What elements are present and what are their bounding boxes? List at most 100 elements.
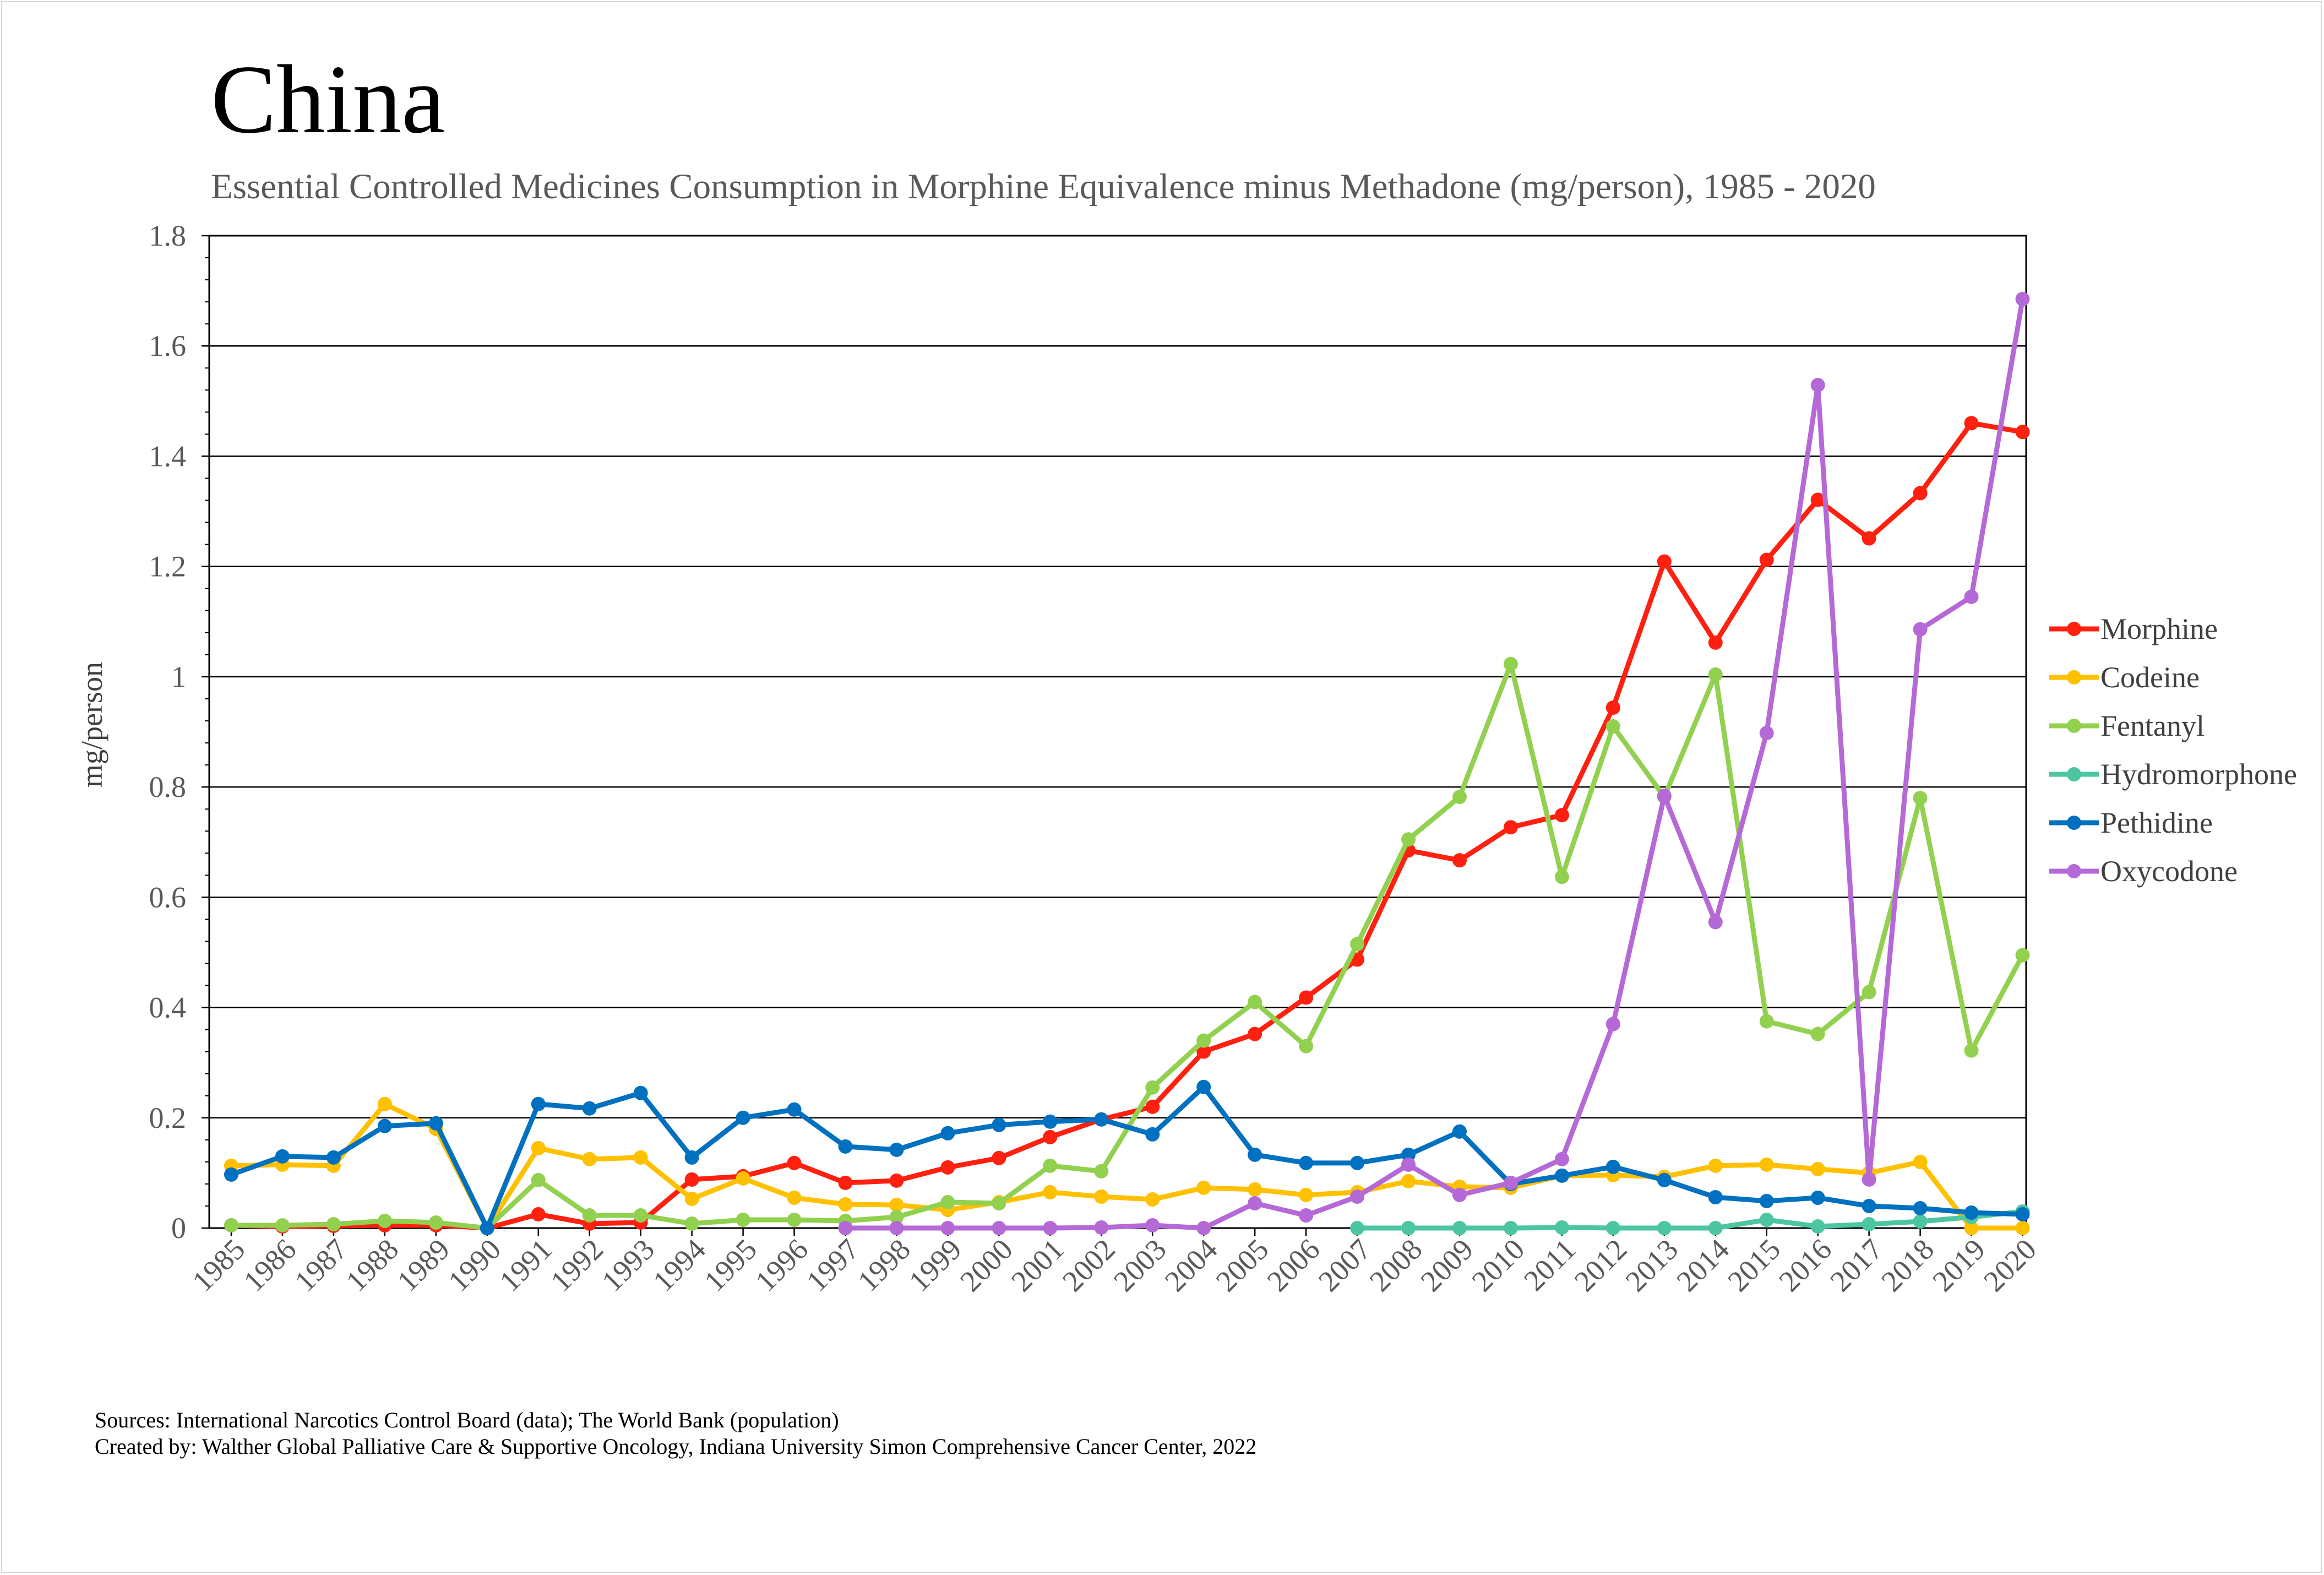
x-axis-ticks: 1985198619871988198919901991199219931994… bbox=[186, 1228, 2043, 1298]
data-point-pethidine bbox=[787, 1102, 802, 1117]
data-point-hydromorphone bbox=[1452, 1221, 1467, 1235]
data-point-codeine bbox=[1913, 1154, 1928, 1169]
data-point-pethidine bbox=[1350, 1155, 1365, 1170]
data-point-pethidine bbox=[633, 1085, 648, 1100]
data-point-pethidine bbox=[992, 1117, 1006, 1132]
data-point-hydromorphone bbox=[1862, 1216, 1876, 1231]
x-tick-label: 2015 bbox=[1721, 1232, 1787, 1298]
x-tick-label: 2020 bbox=[1977, 1232, 2043, 1298]
data-point-morphine bbox=[1605, 700, 1620, 715]
data-point-oxycodone bbox=[1248, 1196, 1262, 1210]
x-tick-label: 2008 bbox=[1363, 1232, 1429, 1298]
data-point-hydromorphone bbox=[1708, 1221, 1723, 1235]
data-point-codeine bbox=[2015, 1221, 2030, 1235]
data-point-morphine bbox=[1043, 1129, 1058, 1144]
x-tick-label: 1994 bbox=[646, 1232, 712, 1298]
created-by-note: Created by: Walther Global Palliative Ca… bbox=[95, 1434, 1256, 1459]
series-pethidine bbox=[224, 1079, 2030, 1235]
data-point-oxycodone bbox=[1554, 1152, 1569, 1166]
data-point-fentanyl bbox=[1196, 1033, 1211, 1048]
data-point-morphine bbox=[531, 1207, 546, 1221]
data-point-pethidine bbox=[736, 1110, 750, 1125]
x-tick-label: 2016 bbox=[1772, 1232, 1838, 1298]
data-point-fentanyl bbox=[1810, 1027, 1825, 1041]
data-point-fentanyl bbox=[582, 1208, 597, 1223]
data-point-codeine bbox=[684, 1191, 699, 1206]
legend-label-codeine: Codeine bbox=[2100, 661, 2200, 694]
data-point-pethidine bbox=[1299, 1155, 1314, 1170]
legend-swatch-marker bbox=[2067, 622, 2081, 636]
data-point-morphine bbox=[1503, 820, 1518, 835]
data-point-oxycodone bbox=[1145, 1218, 1160, 1232]
data-point-pethidine bbox=[1810, 1190, 1825, 1205]
data-point-pethidine bbox=[1196, 1079, 1211, 1094]
series-line-fentanyl bbox=[231, 661, 2025, 1231]
x-tick-label: 2019 bbox=[1926, 1232, 1991, 1298]
data-point-codeine bbox=[1043, 1185, 1058, 1199]
data-point-codeine bbox=[787, 1190, 802, 1205]
data-point-oxycodone bbox=[1299, 1208, 1314, 1223]
legend-swatch-marker bbox=[2067, 864, 2081, 878]
data-point-pethidine bbox=[684, 1150, 699, 1165]
legend-swatch-marker bbox=[2067, 719, 2081, 733]
data-point-pethidine bbox=[2015, 1207, 2030, 1221]
legend-swatch-marker bbox=[2067, 816, 2081, 830]
legend-label-pethidine: Pethidine bbox=[2100, 806, 2213, 839]
gridlines bbox=[209, 235, 2026, 1229]
x-tick-label: 1998 bbox=[851, 1232, 917, 1298]
series-oxycodone bbox=[838, 292, 2030, 1235]
data-point-oxycodone bbox=[1759, 726, 1774, 741]
data-point-oxycodone bbox=[1401, 1157, 1416, 1172]
data-point-pethidine bbox=[275, 1149, 290, 1164]
x-tick-label: 2014 bbox=[1670, 1232, 1735, 1298]
x-tick-label: 2010 bbox=[1466, 1232, 1531, 1298]
legend-swatch-marker bbox=[2067, 767, 2081, 781]
x-tick-label: 1986 bbox=[237, 1232, 303, 1298]
data-point-hydromorphone bbox=[1401, 1221, 1416, 1235]
series-line-codeine bbox=[231, 1101, 2023, 1231]
y-tick-label: 0.4 bbox=[149, 991, 187, 1024]
legend-item-oxycodone: Oxycodone bbox=[2049, 855, 2238, 888]
data-point-pethidine bbox=[1145, 1127, 1160, 1142]
data-point-codeine bbox=[1759, 1157, 1774, 1172]
x-tick-label: 1999 bbox=[902, 1232, 968, 1298]
data-point-pethidine bbox=[1248, 1147, 1262, 1162]
data-point-oxycodone bbox=[1708, 915, 1723, 930]
data-point-fentanyl bbox=[1605, 719, 1620, 734]
legend-label-oxycodone: Oxycodone bbox=[2100, 855, 2238, 888]
data-point-hydromorphone bbox=[1657, 1221, 1672, 1235]
data-point-pethidine bbox=[326, 1150, 341, 1165]
y-axis-label: mg/person bbox=[75, 662, 108, 788]
data-point-codeine bbox=[1248, 1182, 1262, 1197]
data-point-pethidine bbox=[1913, 1201, 1928, 1215]
data-point-fentanyl bbox=[224, 1218, 238, 1232]
data-point-oxycodone bbox=[1452, 1187, 1467, 1202]
x-tick-label: 2002 bbox=[1056, 1232, 1122, 1298]
data-point-oxycodone bbox=[1862, 1172, 1876, 1187]
legend: Morphine Codeine Fentanyl Hydromorphone Peth… bbox=[2049, 612, 2297, 888]
y-tick-label: 1.4 bbox=[149, 439, 187, 472]
data-point-pethidine bbox=[1657, 1172, 1672, 1187]
data-point-oxycodone bbox=[1810, 378, 1825, 393]
data-point-pethidine bbox=[1605, 1159, 1620, 1174]
data-point-oxycodone bbox=[1043, 1221, 1058, 1235]
data-point-fentanyl bbox=[326, 1216, 341, 1231]
data-point-pethidine bbox=[582, 1101, 597, 1116]
data-point-oxycodone bbox=[1196, 1221, 1211, 1235]
data-point-fentanyl bbox=[1043, 1158, 1058, 1173]
data-point-oxycodone bbox=[1350, 1189, 1365, 1204]
legend-item-fentanyl: Fentanyl bbox=[2049, 709, 2205, 742]
data-point-morphine bbox=[1248, 1027, 1262, 1041]
data-point-oxycodone bbox=[1964, 589, 1979, 604]
data-point-morphine bbox=[1913, 486, 1928, 501]
data-point-pethidine bbox=[1043, 1114, 1058, 1129]
chart-title: China bbox=[211, 45, 445, 154]
data-point-fentanyl bbox=[1145, 1080, 1160, 1095]
data-point-codeine bbox=[1810, 1161, 1825, 1176]
data-point-hydromorphone bbox=[1913, 1214, 1928, 1229]
data-point-hydromorphone bbox=[1810, 1219, 1825, 1234]
x-tick-label: 1997 bbox=[800, 1232, 866, 1298]
x-tick-label: 1990 bbox=[442, 1232, 507, 1298]
data-point-morphine bbox=[1759, 552, 1774, 567]
